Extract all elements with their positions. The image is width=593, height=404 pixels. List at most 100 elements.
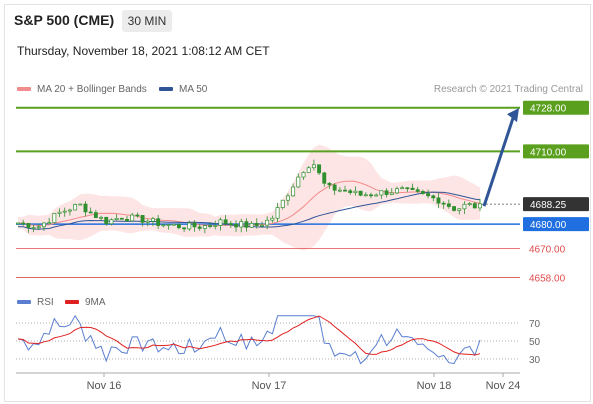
ma50-line bbox=[17, 191, 481, 230]
candle-body bbox=[234, 223, 238, 228]
candle-body bbox=[109, 219, 114, 225]
ma20-label: MA 20 + Bollinger Bands bbox=[37, 84, 147, 95]
rsi-label: RSI bbox=[37, 297, 54, 308]
legend-rsi-ma: 9MA bbox=[65, 297, 106, 308]
candle-body bbox=[317, 164, 322, 174]
candle-body bbox=[363, 194, 368, 197]
candle-body bbox=[260, 224, 264, 227]
candle-body bbox=[478, 203, 482, 209]
level-label-1: 4710.00 bbox=[530, 147, 567, 158]
candle-body bbox=[83, 203, 88, 213]
candle-body bbox=[99, 216, 104, 219]
candle-body bbox=[446, 203, 451, 207]
candle-body bbox=[135, 214, 140, 217]
candle-body bbox=[270, 217, 275, 221]
candle-body bbox=[208, 225, 213, 227]
rsi-ma-label: 9MA bbox=[85, 297, 106, 308]
ma50-label: MA 50 bbox=[179, 84, 208, 95]
candle-body bbox=[26, 223, 31, 228]
instrument-title: S&P 500 (CME) bbox=[14, 12, 115, 28]
candle-body bbox=[369, 194, 373, 197]
candle-body bbox=[182, 227, 187, 230]
candle-body bbox=[254, 223, 259, 226]
candle-body bbox=[151, 218, 155, 222]
legend-ma20: MA 20 + Bollinger Bands bbox=[17, 84, 147, 95]
candle-body bbox=[228, 223, 233, 225]
candle-body bbox=[176, 223, 181, 229]
candle-body bbox=[218, 219, 223, 226]
candle-body bbox=[420, 191, 425, 194]
candle-body bbox=[223, 219, 228, 224]
candle-body bbox=[337, 189, 342, 192]
candle-body bbox=[145, 220, 150, 223]
candle-body bbox=[457, 208, 462, 211]
rsi-level-label-2: 30 bbox=[529, 355, 541, 366]
candle-body bbox=[389, 192, 394, 195]
candle-body bbox=[296, 176, 301, 188]
candle-body bbox=[213, 225, 218, 227]
candle-body bbox=[244, 221, 249, 228]
candle-body bbox=[301, 172, 306, 178]
candle-body bbox=[73, 204, 78, 211]
candle-body bbox=[462, 203, 467, 210]
rsi-panel: 70 50 30 bbox=[16, 314, 541, 366]
candle-body bbox=[187, 222, 192, 230]
candle-body bbox=[353, 190, 358, 193]
level-label-0: 4728.00 bbox=[530, 104, 567, 115]
candle-body bbox=[452, 206, 456, 211]
datetime-text: Thursday, November 18, 2021 1:08:12 AM C… bbox=[17, 44, 270, 58]
level-label-4: 4670.00 bbox=[529, 244, 566, 255]
candle-body bbox=[239, 221, 244, 228]
candle-body bbox=[285, 195, 290, 201]
candle-body bbox=[343, 189, 347, 192]
candle-body bbox=[441, 202, 446, 205]
time-tick-label-1: Nov 17 bbox=[252, 380, 287, 392]
candle-body bbox=[358, 190, 363, 196]
candle-body bbox=[426, 193, 431, 197]
legend-rsi: RSI bbox=[17, 297, 54, 308]
candle-body bbox=[379, 190, 384, 196]
legend-ma50: MA 50 bbox=[159, 84, 207, 95]
candle-body bbox=[197, 226, 202, 229]
candle-body bbox=[140, 215, 145, 223]
forecast-arrow bbox=[482, 108, 519, 207]
rsi-ma-swatch bbox=[65, 300, 79, 305]
candle-body bbox=[405, 187, 410, 190]
candle-body bbox=[156, 218, 161, 226]
candle-body bbox=[47, 222, 52, 224]
candle-body bbox=[42, 222, 46, 228]
level-label-2: 4688.25 bbox=[530, 200, 567, 211]
candle-body bbox=[130, 214, 135, 222]
candle-body bbox=[311, 164, 316, 169]
candle-body bbox=[171, 223, 176, 226]
candle-body bbox=[280, 199, 285, 208]
level-label-bg-3 bbox=[523, 217, 589, 232]
level-label-bg-0 bbox=[523, 100, 589, 115]
time-tick-label-2: Nov 18 bbox=[417, 380, 452, 392]
candle-body bbox=[166, 224, 171, 226]
candle-body bbox=[93, 212, 98, 219]
candle-body bbox=[410, 187, 415, 191]
ma20-swatch bbox=[17, 87, 31, 92]
arrow-shaft bbox=[482, 117, 515, 207]
candle-body bbox=[57, 211, 62, 214]
candle-body bbox=[306, 167, 311, 173]
candle-body bbox=[348, 190, 353, 193]
time-axis: Nov 16 Nov 17 Nov 18 Nov 24 bbox=[16, 372, 521, 392]
candle-body bbox=[374, 194, 379, 197]
level-label-bg-2 bbox=[523, 197, 589, 212]
candle-body bbox=[62, 210, 67, 213]
timeframe-badge[interactable]: 30 MIN bbox=[122, 10, 172, 32]
candle-body bbox=[384, 190, 389, 195]
level-labels: 4728.00 4710.00 4688.25 4680.00 4670.00 4658.… bbox=[523, 100, 589, 284]
candle-body bbox=[119, 217, 124, 220]
chart-frame bbox=[4, 4, 591, 402]
candle-body bbox=[31, 227, 36, 229]
candle-body bbox=[472, 203, 477, 209]
candle-body bbox=[275, 207, 280, 219]
candle-body bbox=[202, 225, 207, 229]
candle-body bbox=[332, 184, 337, 191]
time-tick-label-3: Nov 24 bbox=[486, 380, 521, 392]
candle-body bbox=[415, 189, 420, 192]
rsi-level-label-0: 70 bbox=[529, 319, 541, 330]
